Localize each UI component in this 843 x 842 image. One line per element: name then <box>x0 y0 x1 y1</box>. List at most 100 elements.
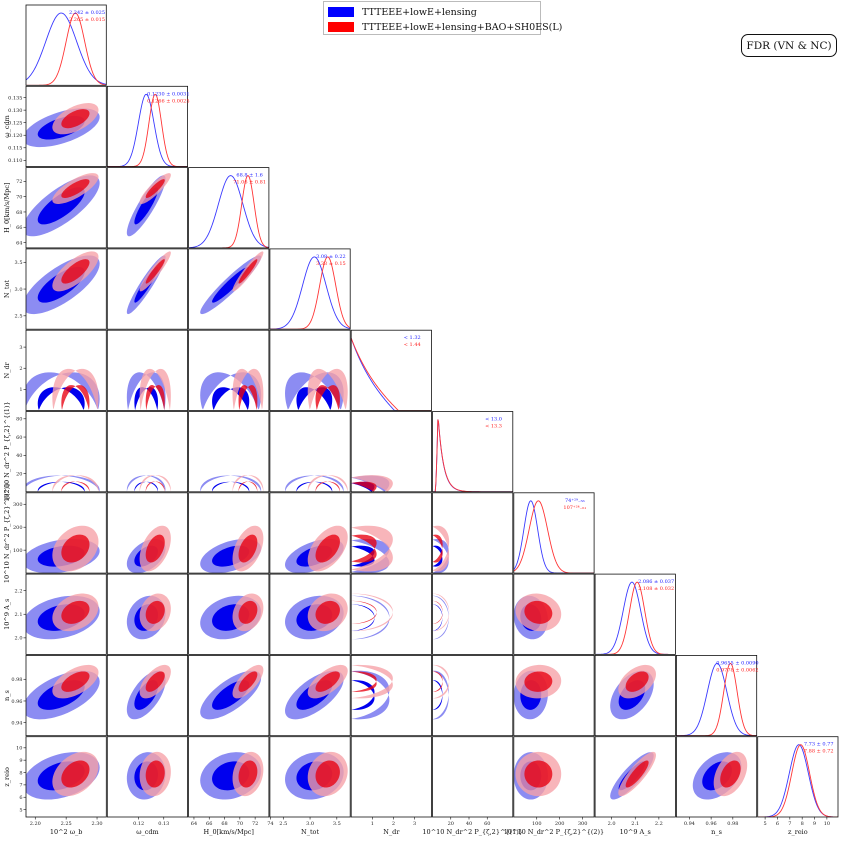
marginal-curve-blue-H0 <box>188 175 269 248</box>
contour-red-inner <box>145 671 165 692</box>
contour-blue-inner <box>432 680 443 710</box>
panel-frame <box>269 492 351 574</box>
contour-red-inner <box>238 671 258 692</box>
y-tick-label-NP11: 20 <box>16 471 22 477</box>
x-tick-label-z_reio: 10 <box>824 821 830 827</box>
panel-z_reio-vs-omega_b <box>23 736 107 820</box>
y-tick-label-omega_cdm: 0.125 <box>8 120 22 126</box>
marginal-curve-blue-omega_b <box>26 12 107 85</box>
marginal-curve-blue-NP22 <box>513 500 595 574</box>
contour-red-inner <box>432 534 443 563</box>
panel-omega_cdm-vs-omega_b <box>23 85 107 168</box>
contour-blue-outer <box>200 475 262 492</box>
panel-n_s-vs-N_tot <box>269 655 351 737</box>
panel-N_dr-vs-omega_cdm <box>106 329 189 411</box>
panel-frame <box>350 492 432 574</box>
x-tick-label-n_s: 0.96 <box>706 821 717 827</box>
x-tick-label-omega_b: 2.30 <box>91 821 102 827</box>
marginal-stat-red-NP22: 107⁺²⁴₋₆₁ <box>563 505 586 511</box>
marginal-stat-red-H0: 71.06 ± 0.81 <box>233 180 266 186</box>
panel-frame <box>432 573 514 655</box>
panel-n_s-vs-N_dr <box>350 655 432 737</box>
panel-frame <box>594 655 676 737</box>
contour-red-inner <box>238 600 258 624</box>
x-tick-label-omega_b: 2.25 <box>61 821 72 827</box>
contour-red-outer <box>351 525 393 572</box>
y-axis-label-As: 10^9 A_s <box>3 599 11 630</box>
contour-blue-inner <box>296 481 333 492</box>
marginal-stat-blue-As: 2.086 ± 0.037 <box>638 579 674 585</box>
y-tick-label-omega_cdm: 0.135 <box>8 95 22 101</box>
panel-N_dr-vs-H0 <box>188 329 270 411</box>
panel-z_reio-vs-NP11 <box>432 736 514 820</box>
panel-NP11-vs-N_tot <box>269 411 351 493</box>
contour-blue-outer <box>200 372 262 410</box>
panel-content <box>200 664 264 720</box>
panel-content <box>351 525 393 574</box>
y-tick-label-n_s: 0.98 <box>11 677 22 683</box>
contour-blue-outer <box>351 595 390 640</box>
y-tick-label-z_reio: 7 <box>19 783 22 789</box>
contour-blue-inner <box>212 481 250 492</box>
panel-content <box>26 525 100 574</box>
panel-frame <box>513 492 595 574</box>
contour-red-inner <box>351 534 377 563</box>
marginal-stat-blue-omega_b: 2.242 ± 0.025 <box>69 10 105 16</box>
panel-NP11-vs-N_dr <box>350 411 432 493</box>
x-axis-label-omega_cdm: ω_cdm <box>136 828 159 836</box>
y-tick-label-NP11: 60 <box>16 435 22 441</box>
y-tick-label-As: 2.2 <box>15 588 23 594</box>
contour-red-inner <box>524 760 553 788</box>
panel-content <box>285 664 348 720</box>
panel-frame <box>106 411 189 493</box>
panel-frame <box>106 655 189 737</box>
panel-content <box>610 751 656 800</box>
legend-swatch-red <box>328 22 354 32</box>
panel-frame <box>350 655 432 737</box>
panel-NP22-vs-NP22 <box>513 492 595 574</box>
contour-red-inner <box>351 760 377 788</box>
panel-z_reio-vs-N_dr <box>350 736 432 820</box>
marginal-stat-red-NP11: < 13.3 <box>485 424 502 430</box>
panel-omega_b-vs-omega_b <box>25 4 107 86</box>
panel-N_tot-vs-omega_cdm <box>106 248 189 330</box>
legend-swatch-blue <box>328 7 354 17</box>
contour-blue-outer <box>432 670 449 720</box>
legend-entry-red: TTTEEE+lowE+lensing+BAO+SH0ES(L) <box>328 20 562 34</box>
panel-content <box>200 751 264 800</box>
contour-red-inner <box>145 600 165 624</box>
legend: TTTEEE+lowE+lensing TTTEEE+lowE+lensing+… <box>323 1 562 35</box>
panel-frame <box>106 248 189 330</box>
legend-entry-blue: TTTEEE+lowE+lensing <box>328 5 477 19</box>
panel-frame <box>188 573 270 655</box>
panel-content <box>26 368 100 410</box>
x-tick-label-omega_cdm: 0.13 <box>158 821 169 827</box>
marginal-stat-blue-N_tot: 3.08 ± 0.22 <box>316 254 346 260</box>
contour-blue-inner <box>37 481 85 492</box>
y-tick-label-z_reio: 6 <box>19 795 22 801</box>
contour-red-outer <box>52 368 99 409</box>
y-tick-label-z_reio: 5 <box>19 807 22 813</box>
y-axis-label-N_tot: N_tot <box>3 280 11 298</box>
contour-red-inner <box>238 534 258 563</box>
marginal-curve-red-omega_b <box>26 12 107 86</box>
panel-N_dr-vs-N_dr <box>350 329 432 411</box>
panel-NP11-vs-NP11 <box>432 411 514 493</box>
contour-red-inner <box>315 385 340 410</box>
panel-frame <box>25 329 107 411</box>
panel-NP22-vs-N_dr <box>350 492 432 574</box>
panel-frame <box>432 736 514 818</box>
marginal-stat-red-omega_cdm: 0.1266 ± 0.0025 <box>147 98 189 104</box>
panel-content <box>285 525 348 574</box>
contour-red-inner <box>61 600 90 624</box>
x-tick-label-NP22: 200 <box>555 821 565 827</box>
contour-blue-inner <box>37 387 85 410</box>
panel-n_s-vs-n_s <box>676 655 758 737</box>
marginal-curve-blue-z_reio <box>757 744 838 818</box>
panel-content <box>513 593 562 640</box>
panel-frame <box>188 411 270 493</box>
panel-frame <box>676 736 758 818</box>
panel-content <box>610 664 656 720</box>
panel-As-vs-omega_b <box>23 573 107 655</box>
panel-As-vs-omega_cdm <box>106 573 189 655</box>
